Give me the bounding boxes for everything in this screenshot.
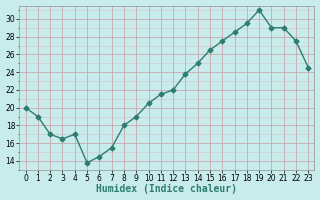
X-axis label: Humidex (Indice chaleur): Humidex (Indice chaleur) (96, 184, 237, 194)
